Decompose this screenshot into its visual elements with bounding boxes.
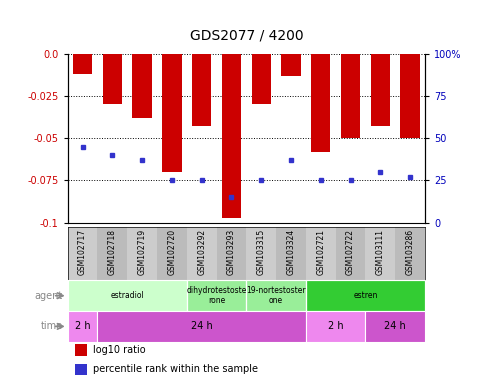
Bar bbox=[157, 227, 187, 280]
Bar bbox=[366, 227, 395, 280]
Bar bbox=[68, 311, 98, 342]
Bar bbox=[98, 227, 127, 280]
Bar bbox=[246, 227, 276, 280]
Text: time: time bbox=[41, 321, 63, 331]
Bar bbox=[132, 54, 152, 118]
Bar bbox=[162, 54, 182, 172]
Text: GSM103292: GSM103292 bbox=[197, 229, 206, 275]
Text: GSM102721: GSM102721 bbox=[316, 229, 325, 275]
Bar bbox=[98, 311, 306, 342]
Text: log10 ratio: log10 ratio bbox=[93, 345, 145, 355]
Bar bbox=[281, 54, 301, 76]
Text: dihydrotestoste
rone: dihydrotestoste rone bbox=[186, 286, 247, 305]
Bar bbox=[306, 227, 336, 280]
Text: GSM103293: GSM103293 bbox=[227, 229, 236, 275]
Text: percentile rank within the sample: percentile rank within the sample bbox=[93, 364, 257, 374]
Bar bbox=[127, 227, 157, 280]
Text: estren: estren bbox=[353, 291, 378, 300]
Bar bbox=[341, 54, 360, 138]
Bar bbox=[192, 54, 212, 126]
Text: GSM102718: GSM102718 bbox=[108, 229, 117, 275]
Text: GSM103324: GSM103324 bbox=[286, 229, 296, 275]
Bar bbox=[222, 54, 241, 218]
Text: 24 h: 24 h bbox=[384, 321, 406, 331]
Bar bbox=[252, 54, 271, 104]
Bar bbox=[370, 54, 390, 126]
Text: GSM102720: GSM102720 bbox=[168, 229, 176, 275]
Bar bbox=[306, 280, 425, 311]
Bar bbox=[68, 280, 187, 311]
Bar bbox=[187, 280, 246, 311]
Text: GDS2077 / 4200: GDS2077 / 4200 bbox=[189, 28, 303, 42]
Text: GSM102719: GSM102719 bbox=[138, 229, 146, 275]
Bar bbox=[276, 227, 306, 280]
Bar bbox=[400, 54, 420, 138]
Text: GSM102722: GSM102722 bbox=[346, 229, 355, 275]
Bar bbox=[68, 227, 98, 280]
Text: GSM103286: GSM103286 bbox=[406, 229, 414, 275]
Bar bbox=[187, 227, 216, 280]
Bar bbox=[216, 227, 246, 280]
Bar bbox=[366, 311, 425, 342]
Bar bbox=[73, 54, 92, 74]
Text: 24 h: 24 h bbox=[191, 321, 213, 331]
Text: GSM103315: GSM103315 bbox=[257, 229, 266, 275]
Bar bbox=[395, 227, 425, 280]
Bar bbox=[306, 311, 366, 342]
Text: 2 h: 2 h bbox=[75, 321, 90, 331]
Text: agent: agent bbox=[35, 291, 63, 301]
Bar bbox=[75, 364, 87, 375]
Bar bbox=[311, 54, 330, 152]
Bar bbox=[102, 54, 122, 104]
Text: 19-nortestoster
one: 19-nortestoster one bbox=[246, 286, 306, 305]
Text: estradiol: estradiol bbox=[110, 291, 144, 300]
Text: GSM102717: GSM102717 bbox=[78, 229, 87, 275]
Text: GSM103111: GSM103111 bbox=[376, 229, 385, 275]
Text: 2 h: 2 h bbox=[328, 321, 343, 331]
Bar bbox=[75, 344, 87, 356]
Bar bbox=[246, 280, 306, 311]
Bar bbox=[336, 227, 366, 280]
